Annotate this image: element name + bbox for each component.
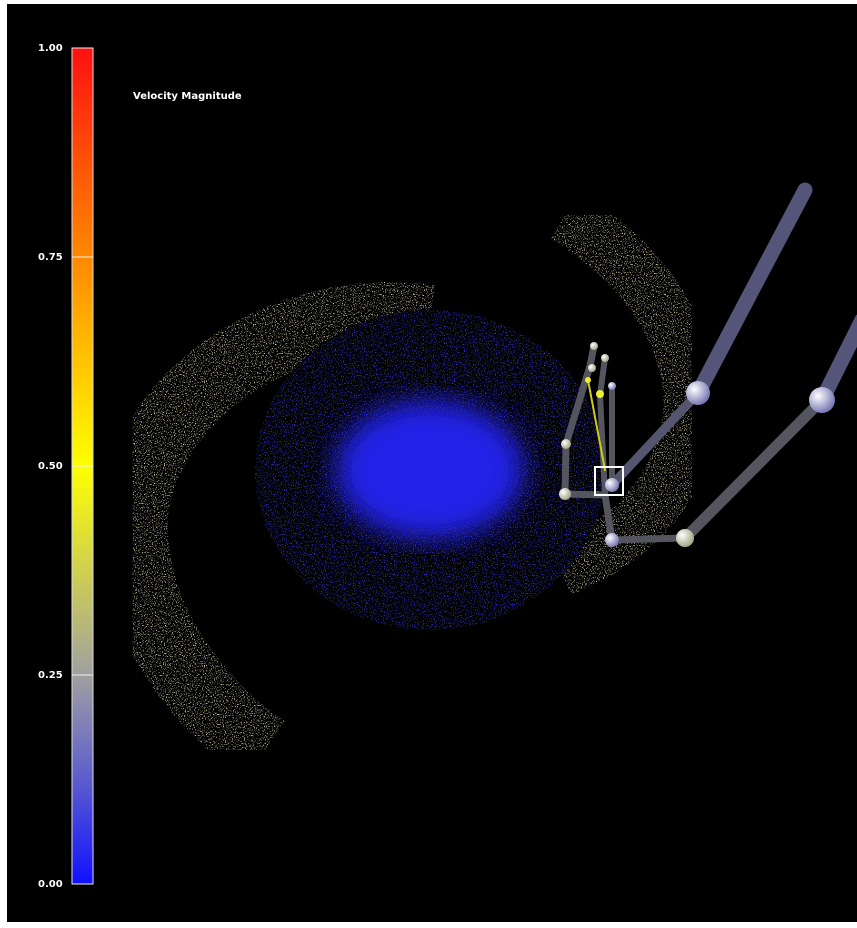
joint	[590, 342, 598, 350]
joint	[605, 478, 619, 492]
tick-label: 1.00	[38, 43, 63, 54]
joint	[605, 533, 619, 547]
joint	[686, 381, 710, 405]
joint	[559, 488, 571, 500]
colorbar-title: Velocity Magnitude	[133, 91, 242, 102]
joint	[601, 354, 609, 362]
tick-label: 0.75	[38, 252, 63, 263]
tick-label: 0.00	[38, 879, 63, 890]
tick-label: 0.50	[38, 461, 63, 472]
joint	[809, 387, 835, 413]
visualization-view: Velocity Magnitude 0.00 0.25 0.50 0.75 1.00	[0, 0, 857, 928]
joint	[585, 377, 591, 383]
joint	[561, 439, 571, 449]
joint	[676, 529, 694, 547]
joint	[588, 364, 596, 372]
tick-label: 0.25	[38, 670, 63, 681]
galaxy-core	[335, 400, 525, 540]
joint	[596, 390, 604, 398]
joint	[608, 382, 616, 390]
